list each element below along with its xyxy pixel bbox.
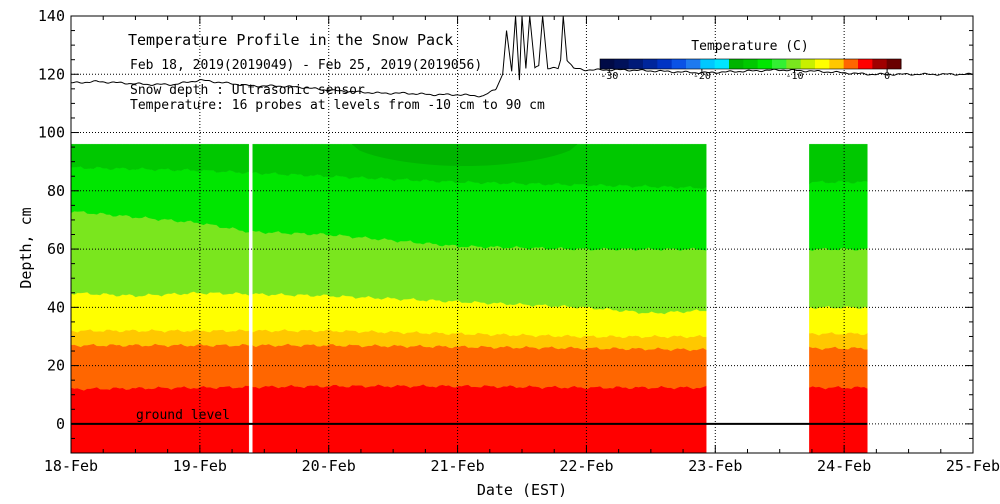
info-line-snow-depth: Snow depth : Ultrasonic sensor	[130, 83, 365, 98]
chart-subtitle: Feb 18, 2019(2019049) - Feb 25, 2019(201…	[130, 58, 482, 73]
temp-band-2-1	[809, 346, 868, 390]
y-axis-title: Depth, cm	[17, 207, 35, 288]
colorbar-tick-label--10: -10	[785, 71, 803, 82]
temp-band-0-6	[71, 143, 250, 174]
temp-band-1-1	[252, 343, 707, 390]
colorbar-swatch-5	[671, 59, 687, 69]
colorbar-swatch-3	[643, 59, 658, 69]
colorbar-swatch-6	[686, 59, 701, 69]
colorbar-swatches	[599, 58, 902, 70]
colorbar-swatch-7	[700, 59, 716, 69]
y-tick-label-100: 100	[38, 124, 65, 142]
x-tick-label-19-Feb: 19-Feb	[173, 457, 227, 475]
y-tick-label-60: 60	[47, 240, 65, 258]
temp-band-2-3	[809, 305, 868, 336]
x-tick-label-25-Feb: 25-Feb	[946, 457, 1000, 475]
x-tick-label-24-Feb: 24-Feb	[817, 457, 871, 475]
colorbar-ticks: -30 -20 -10 0	[600, 69, 890, 82]
colorbar-swatch-8	[714, 59, 730, 69]
colorbar-swatch-16	[829, 59, 845, 69]
ground-level-label: ground level	[136, 408, 230, 423]
y-tick-label-120: 120	[38, 65, 65, 83]
y-tick-label-80: 80	[47, 182, 65, 200]
y-tick-label-40: 40	[47, 298, 65, 316]
x-tick-label-23-Feb: 23-Feb	[688, 457, 742, 475]
colorbar-swatch-15	[815, 59, 830, 69]
x-tick-labels: 18-Feb 19-Feb 20-Feb 21-Feb 22-Feb 23-Feb 24-F…	[44, 457, 1000, 475]
y-tick-label-0: 0	[56, 415, 65, 433]
temp-band-0-1	[71, 343, 250, 391]
colorbar-tick-label--20: -20	[693, 71, 711, 82]
temp-band-0-2	[71, 328, 250, 348]
x-axis-title: Date (EST)	[477, 481, 567, 499]
colorbar-swatch-4	[657, 59, 673, 69]
temperature-colorbar: Temperature (C) -30 -20 -10 0	[599, 39, 902, 82]
colorbar-swatch-20	[886, 59, 902, 69]
colorbar-frame	[599, 58, 902, 70]
colorbar-swatch-18	[858, 59, 873, 69]
x-tick-label-21-Feb: 21-Feb	[430, 457, 484, 475]
colorbar-swatch-11	[757, 59, 773, 69]
temp-band-1-0	[252, 384, 707, 453]
colorbar-swatch-13	[786, 59, 802, 69]
axis-ticks	[70, 15, 974, 454]
colorbar-swatch-12	[772, 59, 787, 69]
colorbar-swatch-1	[614, 59, 630, 69]
x-tick-label-22-Feb: 22-Feb	[559, 457, 613, 475]
temp-band-2-0	[809, 385, 868, 453]
temp-band-cold-core	[351, 144, 578, 167]
x-tick-label-20-Feb: 20-Feb	[302, 457, 356, 475]
colorbar-tick-label--30: -30	[600, 71, 618, 82]
info-line-temperature: Temperature: 16 probes at levels from -1…	[130, 98, 545, 113]
colorbar-swatch-0	[600, 59, 615, 69]
temperature-heatmap	[71, 143, 868, 453]
colorbar-swatch-9	[729, 59, 744, 69]
colorbar-tick-label-0: 0	[884, 71, 890, 82]
temp-band-2-4	[809, 247, 868, 310]
x-tick-label-18-Feb: 18-Feb	[44, 457, 98, 475]
colorbar-swatch-17	[843, 59, 859, 69]
colorbar-swatch-2	[628, 59, 644, 69]
colorbar-title: Temperature (C)	[691, 39, 808, 54]
colorbar-swatch-10	[743, 59, 759, 69]
snow-depth-series	[71, 16, 973, 98]
colorbar-swatch-14	[800, 59, 816, 69]
y-tick-label-20: 20	[47, 357, 65, 375]
temp-band-2-6	[809, 143, 868, 185]
temp-band-0-3	[71, 291, 250, 333]
snow-depth-line	[71, 16, 973, 98]
y-tick-labels: 0 20 40 60 80 100 120 140	[38, 7, 65, 433]
chart-title: Temperature Profile in the Snow Pack	[128, 31, 453, 49]
y-tick-label-140: 140	[38, 7, 65, 25]
colorbar-swatch-19	[872, 59, 888, 69]
